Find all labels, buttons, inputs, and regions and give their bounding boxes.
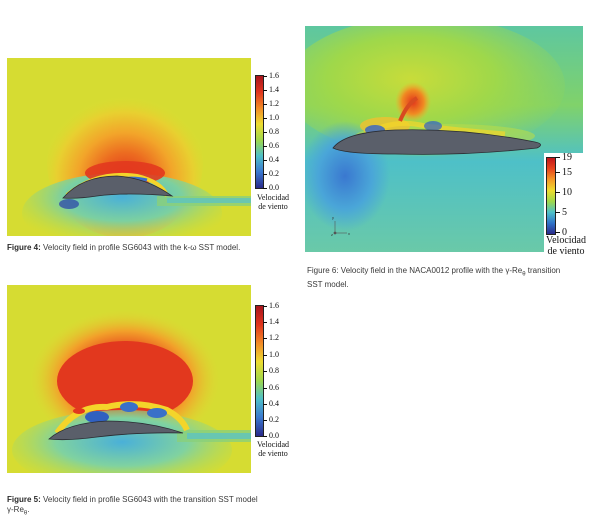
colorbar-tick: 1.2: [263, 99, 279, 108]
figure-4-caption: Figure 4: Velocity field in profile SG60…: [7, 243, 241, 252]
figure-4-image: [7, 58, 251, 236]
figure-5-image: [7, 285, 251, 473]
colorbar-title: Velocidad de viento: [257, 193, 289, 211]
colorbar-tick: 15: [555, 167, 572, 178]
colorbar-tick: 0: [555, 227, 567, 238]
colorbar-tick: 0.2: [263, 169, 279, 178]
colorbar-tick: 1.2: [263, 333, 279, 342]
colorbar-tick: 0.2: [263, 415, 279, 424]
colorbar-tick: 10: [555, 187, 572, 198]
figure-6-caption: Figure 6: Velocity field in the NACA0012…: [307, 266, 561, 289]
colorbar-tick: 0.4: [263, 399, 279, 408]
figure-6-colorbar: 19 15 10 5 0 Velocidad de viento: [544, 152, 588, 257]
colorbar-tick: 1.6: [263, 71, 279, 80]
colorbar-tick: 1.0: [263, 113, 279, 122]
colorbar-title: Velocidad de viento: [546, 235, 586, 257]
axis-label-z: z: [331, 232, 333, 237]
figure-5-caption: Figure 5: Velocity field in profile SG60…: [7, 495, 258, 517]
figure-6-image: y x z: [305, 26, 583, 252]
colorbar-tick: 0.4: [263, 155, 279, 164]
colorbar-tick: 1.0: [263, 350, 279, 359]
colorbar-tick: 19: [555, 152, 572, 163]
axis-label-x: x: [348, 231, 350, 236]
colorbar-tick: 0.0: [263, 431, 279, 440]
colorbar-title: Velocidad de viento: [257, 440, 289, 458]
colorbar-tick: 0.0: [263, 183, 279, 192]
figure-5-colorbar: 1.6 1.4 1.2 1.0 0.8 0.6 0.4 0.2 0.0 Velo…: [253, 301, 303, 463]
colorbar-tick: 0.8: [263, 127, 279, 136]
colorbar-tick: 1.6: [263, 301, 279, 310]
colorbar-tick: 1.4: [263, 317, 279, 326]
axis-label-y: y: [332, 215, 334, 220]
colorbar-tick: 0.6: [263, 383, 279, 392]
figure-4-colorbar: 1.6 1.4 1.2 1.0 0.8 0.6 0.4 0.2 0.0 Velo…: [253, 71, 303, 221]
colorbar-tick: 1.4: [263, 85, 279, 94]
colorbar-tick: 0.6: [263, 141, 279, 150]
colorbar-tick: 5: [555, 207, 567, 218]
colorbar-tick: 0.8: [263, 366, 279, 375]
